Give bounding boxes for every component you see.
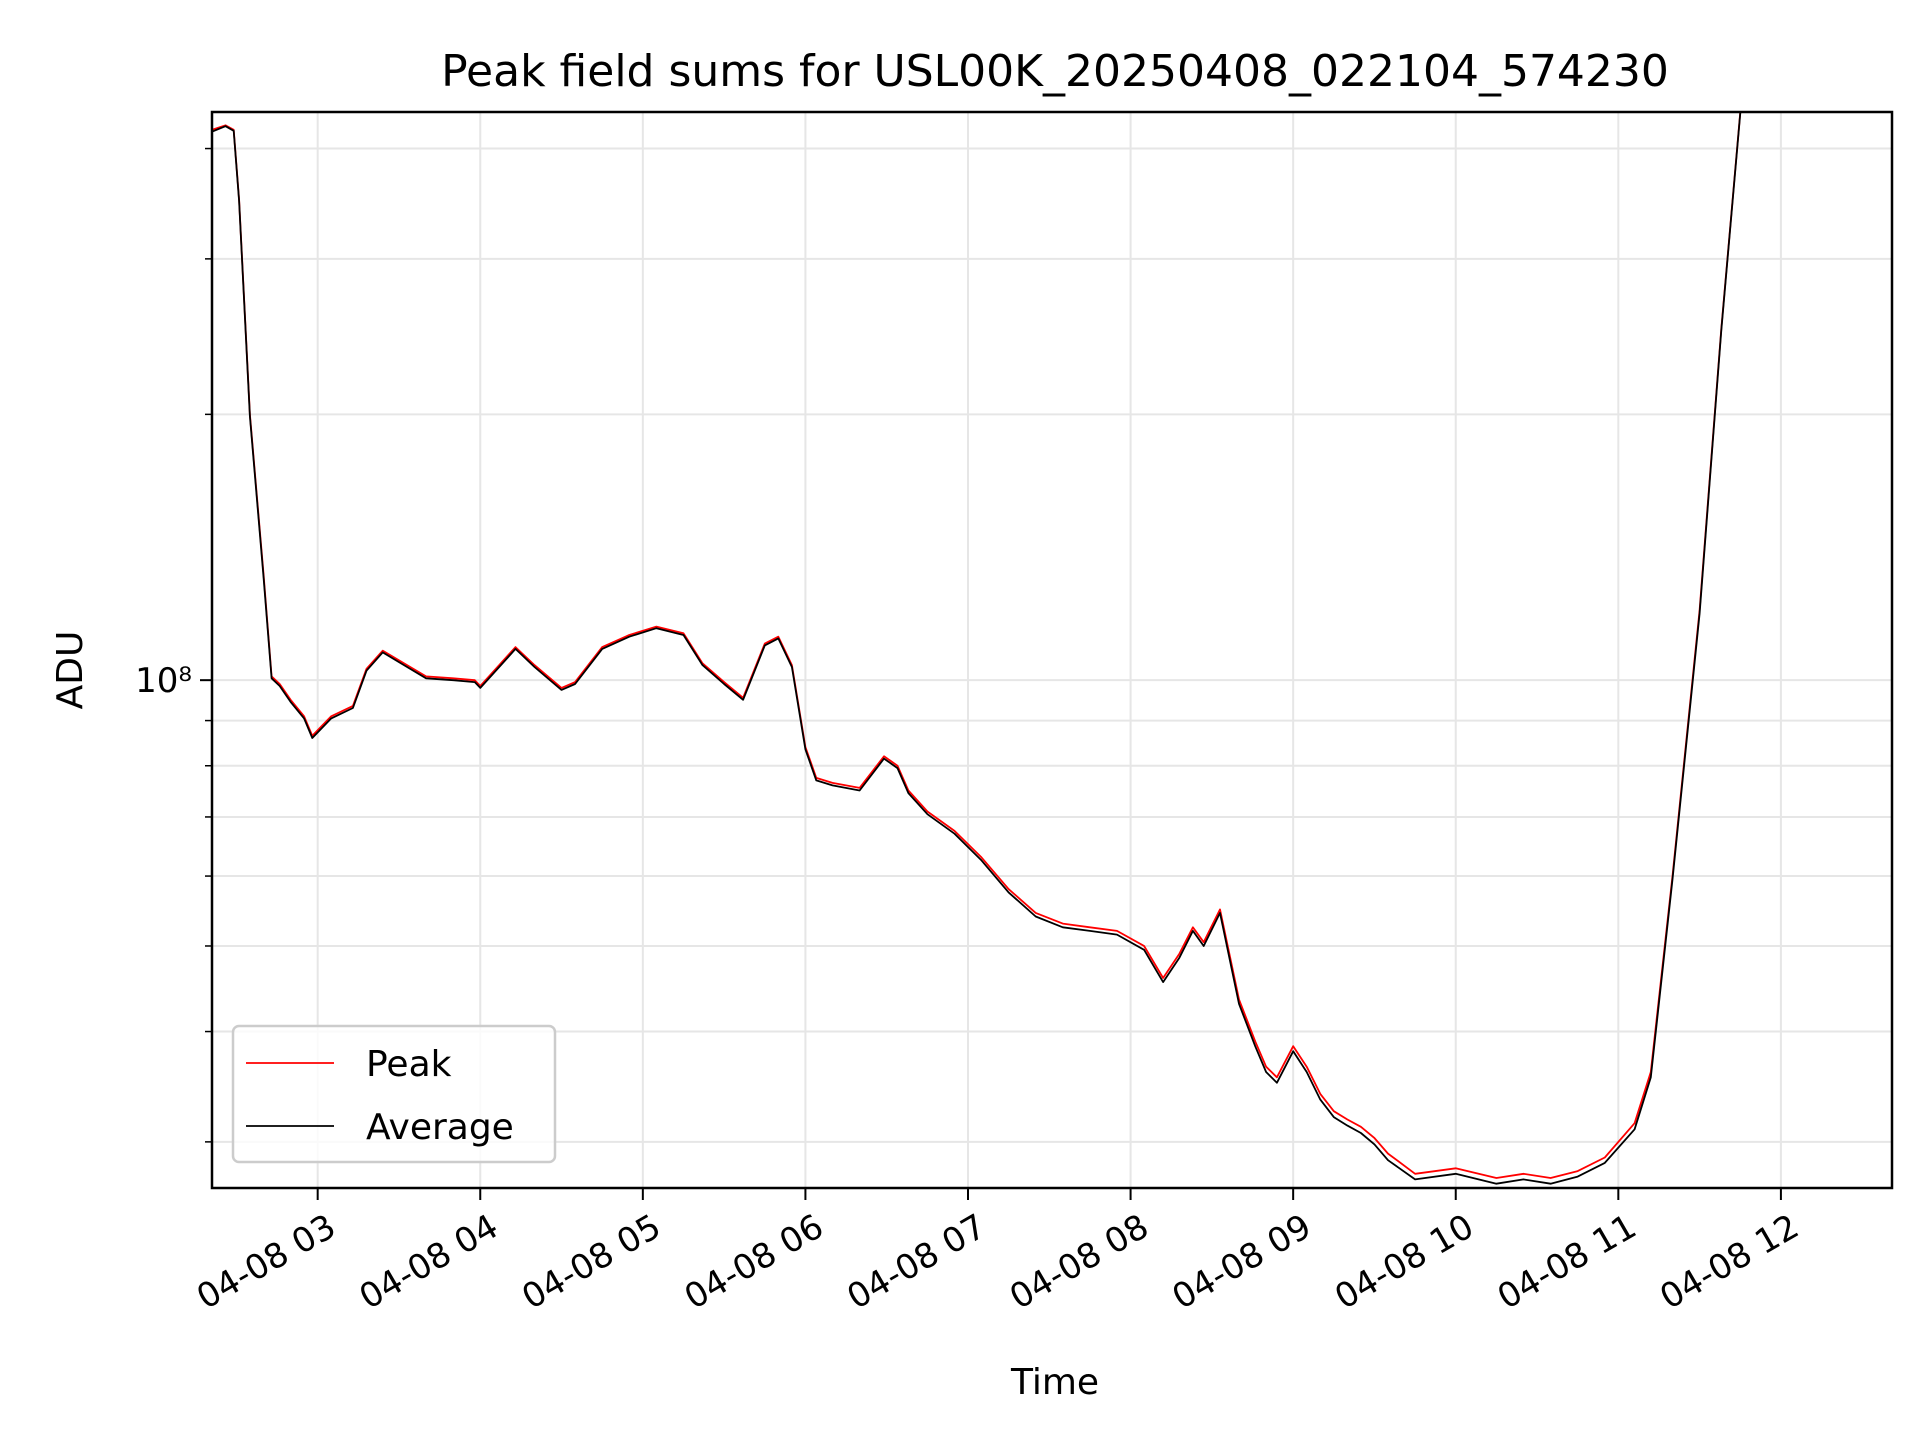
legend-label-peak: Peak <box>366 1044 452 1085</box>
x-axis-label: Time <box>1010 1362 1099 1403</box>
chart-title: Peak field sums for USL00K_20250408_0221… <box>441 46 1669 97</box>
grid-lines <box>212 112 1892 1188</box>
legend-box <box>231 1024 557 1164</box>
plot-frame <box>210 110 1894 1190</box>
plot-area <box>211 111 1742 1185</box>
y-axis-label: ADU <box>50 631 91 710</box>
series-line-average <box>211 112 1742 1185</box>
y-tick-label: 10⁸ <box>135 661 192 701</box>
series-line-peak <box>211 111 1742 1179</box>
legend-label-average: Average <box>366 1107 514 1148</box>
legend: Peak Average <box>231 1024 557 1164</box>
